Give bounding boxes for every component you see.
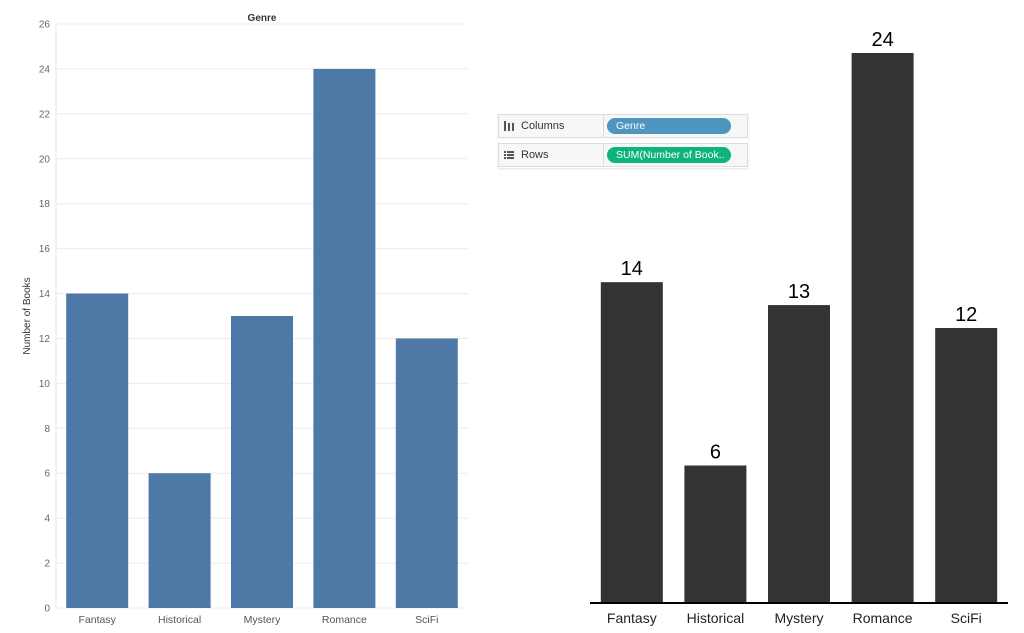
measure-pill[interactable]: SUM(Number of Book.. <box>607 147 731 163</box>
right-bar-chart: 14 6 13 24 12 Fantasy Historical Mystery Romanc… <box>590 29 1008 626</box>
bars <box>600 53 998 604</box>
x-axis-ticks: Fantasy Historical Mystery Romance SciFi <box>607 610 982 626</box>
x-tick-label: Fantasy <box>79 614 117 626</box>
columns-shelf[interactable]: Columns Genre <box>498 114 748 138</box>
y-tick-label: 22 <box>39 109 51 120</box>
x-tick-label: Fantasy <box>607 610 657 626</box>
bar-romance[interactable] <box>851 53 914 603</box>
data-label: 14 <box>621 258 643 280</box>
bar-mystery[interactable] <box>231 316 293 608</box>
columns-shelf-label-wrap: Columns <box>503 115 603 137</box>
bar-romance[interactable] <box>313 68 376 608</box>
genre-pill[interactable]: Genre <box>607 118 731 134</box>
columns-shelf-label: Columns <box>521 120 565 132</box>
bars <box>66 68 458 608</box>
y-tick-label: 24 <box>39 64 51 75</box>
y-tick-label: 14 <box>39 289 51 300</box>
x-tick-label: SciFi <box>415 614 438 626</box>
y-tick-label: 6 <box>44 469 50 480</box>
y-tick-label: 26 <box>39 20 51 31</box>
y-tick-label: 4 <box>44 514 50 525</box>
y-axis-title: Number of Books <box>22 277 33 354</box>
shelf-panel: Columns Genre Rows <box>498 112 748 168</box>
shelf-divider <box>603 144 604 166</box>
y-tick-label: 10 <box>39 379 51 390</box>
shelf-divider <box>603 115 604 137</box>
rows-shelf-label-wrap: Rows <box>503 144 603 166</box>
columns-icon <box>503 120 515 132</box>
data-label: 24 <box>871 29 893 51</box>
data-label: 13 <box>788 281 810 303</box>
bar-scifi[interactable] <box>395 338 458 608</box>
left-bar-chart: Genre Number of Books 024681012141618202… <box>22 13 468 626</box>
data-label: 12 <box>955 304 977 326</box>
y-tick-label: 18 <box>39 199 51 210</box>
rows-icon <box>503 149 515 161</box>
bar-fantasy[interactable] <box>66 293 129 608</box>
x-tick-label: Historical <box>158 614 201 626</box>
y-tick-label: 16 <box>39 244 51 255</box>
x-tick-label: Romance <box>322 614 367 626</box>
data-label: 6 <box>710 442 721 464</box>
y-tick-label: 8 <box>44 424 50 435</box>
chart-header: Genre <box>248 13 277 24</box>
x-tick-label: Mystery <box>775 610 824 626</box>
y-tick-label: 12 <box>39 334 51 345</box>
bar-historical[interactable] <box>148 473 211 608</box>
x-axis-ticks: Fantasy Historical Mystery Romance SciFi <box>79 614 439 626</box>
bar-scifi[interactable] <box>935 328 998 603</box>
x-tick-label: Romance <box>853 610 913 626</box>
bar-fantasy[interactable] <box>600 282 663 603</box>
data-labels: 14 6 13 24 12 <box>621 29 978 464</box>
rows-shelf[interactable]: Rows SUM(Number of Book.. <box>498 143 748 167</box>
x-tick-label: Historical <box>687 610 745 626</box>
x-tick-label: SciFi <box>951 610 982 626</box>
y-tick-label: 0 <box>44 604 50 615</box>
y-tick-label: 2 <box>44 559 50 570</box>
bar-historical[interactable] <box>684 465 747 604</box>
y-tick-label: 20 <box>39 154 51 165</box>
rows-shelf-label: Rows <box>521 149 549 161</box>
x-tick-label: Mystery <box>244 614 282 626</box>
bar-mystery[interactable] <box>768 305 830 603</box>
